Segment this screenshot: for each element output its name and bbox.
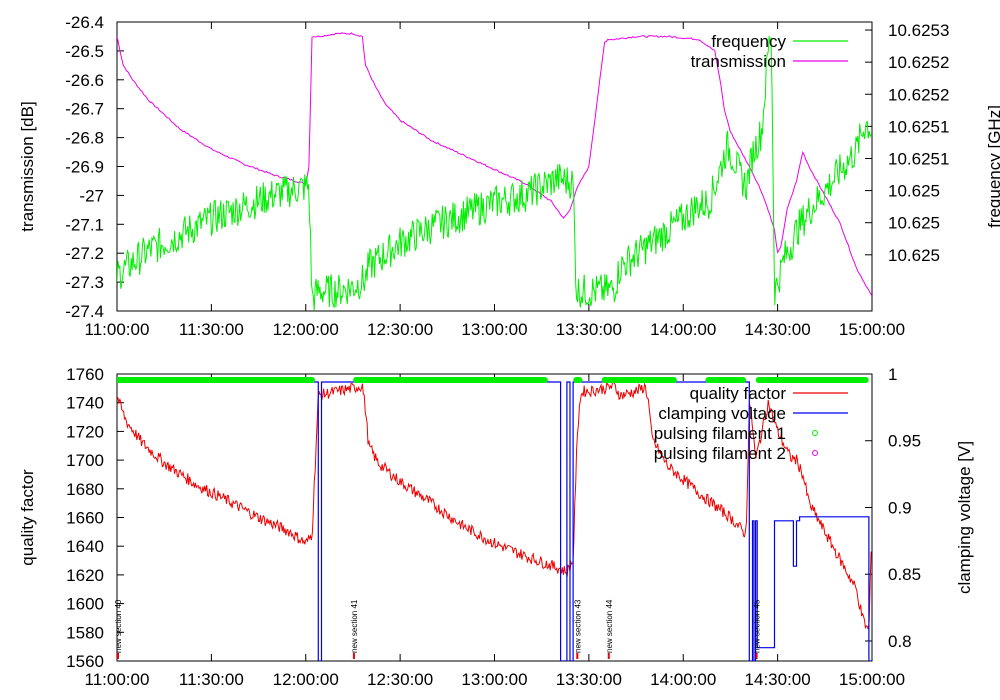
x-tick-label: 13:00:00 — [461, 670, 527, 689]
x-tick-label: 12:00:00 — [273, 670, 339, 689]
x-tick-label: 13:00:00 — [461, 320, 527, 339]
y2-tick-label: 10.625 — [888, 246, 940, 265]
section-annotation: new section 41 — [350, 599, 359, 653]
series-frequency — [117, 36, 872, 311]
y-tick-label: 1600 — [66, 595, 104, 614]
y2-axis-label: frequency [GHz] — [985, 105, 1000, 228]
y-tick-label: -26.7 — [65, 100, 104, 119]
y-tick-label: -26.4 — [65, 13, 104, 32]
x-tick-label: 14:30:00 — [745, 320, 811, 339]
y2-tick-label: 10.6251 — [888, 149, 949, 168]
y2-tick-label: 0.95 — [888, 432, 921, 451]
y2-tick-label: 10.6252 — [888, 53, 949, 72]
data-layer — [117, 32, 872, 311]
series-quality-factor — [117, 379, 872, 630]
legend-label: frequency — [711, 32, 786, 51]
section-annotation: new section 43 — [573, 599, 582, 653]
y-tick-label: 1700 — [66, 451, 104, 470]
y-tick-label: -27.3 — [65, 273, 104, 292]
y-tick-label: 1720 — [66, 422, 104, 441]
legend-label: pulsing filament 2 — [654, 444, 786, 463]
y2-tick-label: 10.625 — [888, 182, 940, 201]
x-tick-label: 11:30:00 — [179, 670, 244, 689]
y-tick-label: 1660 — [66, 509, 104, 528]
section-annotation: new section 45 — [753, 599, 762, 653]
y-tick-label: -27.2 — [65, 244, 104, 263]
x-tick-label: 13:30:00 — [556, 320, 622, 339]
data-layer — [117, 377, 872, 661]
x-tick-label: 12:30:00 — [367, 320, 433, 339]
section-annotation: new section 40 — [114, 599, 123, 653]
transmission-frequency-plot: 11:00:00 11:30:00 12:00:00 12:30:00 13:00:00… — [18, 13, 1000, 339]
y-tick-label: -27.4 — [65, 302, 104, 321]
y-tick-label: 1760 — [66, 365, 104, 384]
section-annotation: new section 44 — [605, 599, 614, 653]
x-tick-label: 11:00:00 — [85, 670, 150, 689]
y2-tick-label: 0.8 — [888, 632, 912, 651]
y2-tick-label: 10.6251 — [888, 117, 949, 136]
x-tick-label: 11:30:00 — [179, 320, 244, 339]
y-tick-label: -26.6 — [65, 71, 104, 90]
series-clamping-voltage — [117, 381, 872, 661]
quality-factor-voltage-plot: 11:00:00 11:30:00 12:00:00 12:30:00 13:00:00… — [18, 365, 974, 689]
x-tick-label: 15:00:00 — [839, 670, 905, 689]
y-tick-label: 1680 — [66, 480, 104, 499]
y-tick-label: 1740 — [66, 394, 104, 413]
series-transmission — [117, 32, 872, 297]
x-tick-label: 15:00:00 — [839, 320, 905, 339]
y-tick-label: -27 — [79, 186, 104, 205]
legend-marker — [812, 450, 818, 456]
legend-label: quality factor — [690, 384, 787, 403]
y2-tick-label: 1 — [888, 365, 897, 384]
x-tick-label: 11:00:00 — [85, 320, 150, 339]
x-tick-label: 13:30:00 — [556, 670, 622, 689]
x-tick-label: 12:00:00 — [273, 320, 339, 339]
y-axis-label: quality factor — [18, 469, 37, 566]
y2-tick-label: 0.85 — [888, 565, 921, 584]
legend-label: clamping voltage — [658, 404, 786, 423]
x-tick-label: 14:00:00 — [650, 670, 716, 689]
y-tick-label: 1560 — [66, 652, 104, 671]
legend-label: pulsing filament 1 — [654, 424, 786, 443]
y-tick-label: -26.8 — [65, 129, 104, 148]
y2-tick-label: 10.6253 — [888, 21, 949, 40]
legend-label: transmission — [691, 52, 786, 71]
y-tick-label: -26.5 — [65, 42, 104, 61]
legend-marker — [812, 430, 818, 436]
x-tick-label: 14:00:00 — [650, 320, 716, 339]
y2-axis-label: clamping voltage [V] — [955, 441, 974, 594]
y2-tick-label: 0.9 — [888, 498, 912, 517]
y-tick-label: 1620 — [66, 566, 104, 585]
x-tick-label: 12:30:00 — [367, 670, 433, 689]
y2-tick-label: 10.6252 — [888, 85, 949, 104]
y-tick-label: 1580 — [66, 623, 104, 642]
y-tick-label: -27.1 — [65, 215, 104, 234]
y-tick-label: -26.9 — [65, 158, 104, 177]
y-axis-label: transmission [dB] — [18, 101, 37, 231]
y2-tick-label: 10.625 — [888, 214, 940, 233]
y-tick-label: 1640 — [66, 537, 104, 556]
x-tick-label: 14:30:00 — [745, 670, 811, 689]
